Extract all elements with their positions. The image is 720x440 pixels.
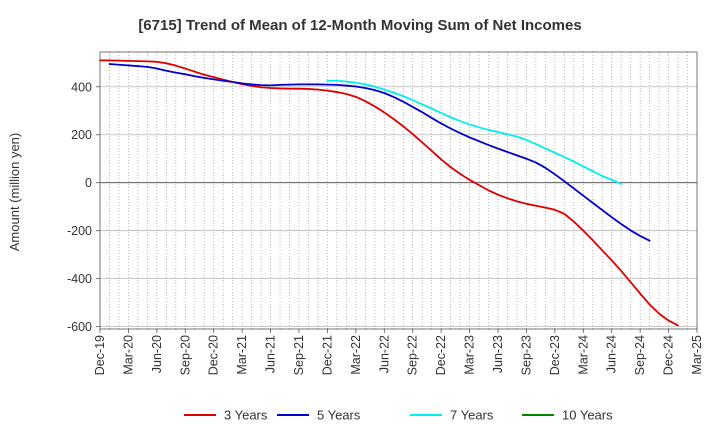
chart-title: [6715] Trend of Mean of 12-Month Moving … xyxy=(138,17,581,34)
x-tick-label: Jun-23 xyxy=(491,335,505,373)
x-tick-label: Sep-23 xyxy=(519,335,533,375)
x-tick-label: Sep-21 xyxy=(292,335,306,375)
series-lines xyxy=(99,59,679,327)
x-tick-label: Dec-20 xyxy=(207,335,221,375)
series-line xyxy=(99,59,679,327)
x-tick-label: Dec-24 xyxy=(662,335,676,375)
plot-border xyxy=(99,51,698,330)
y-tick-label: -400 xyxy=(67,272,92,286)
legend-label: 5 Years xyxy=(317,408,361,423)
x-tick-label: Sep-22 xyxy=(406,335,420,375)
x-tick-label: Mar-24 xyxy=(576,335,590,375)
x-tick-label: Jun-24 xyxy=(605,335,619,373)
x-tick-label: Jun-21 xyxy=(264,335,278,373)
x-tick-label: Mar-23 xyxy=(463,335,477,375)
y-tick-label: 200 xyxy=(71,128,92,142)
y-tick-label: 0 xyxy=(85,176,92,190)
legend-label: 3 Years xyxy=(224,408,268,423)
x-tick-label: Sep-24 xyxy=(633,335,647,375)
y-tick-label: -200 xyxy=(67,224,92,238)
x-tick-label: Mar-25 xyxy=(690,335,704,375)
x-tick-label: Jun-20 xyxy=(150,335,164,373)
x-tick-label: Mar-20 xyxy=(121,335,135,375)
axes xyxy=(96,51,698,333)
legend-label: 10 Years xyxy=(562,408,613,423)
y-tick-label: -600 xyxy=(67,320,92,334)
x-tick-label: Dec-23 xyxy=(548,335,562,375)
x-tick-label: Dec-22 xyxy=(434,335,448,375)
x-tick-label: Dec-21 xyxy=(320,335,334,375)
y-axis-label: Amount (million yen) xyxy=(7,133,22,252)
x-tick-label: Mar-22 xyxy=(349,335,363,375)
x-tick-label: Dec-19 xyxy=(93,335,107,375)
series-line xyxy=(108,63,651,242)
x-tick-label: Sep-20 xyxy=(178,335,192,375)
legend-label: 7 Years xyxy=(450,408,494,423)
x-tick-label: Jun-22 xyxy=(377,335,391,373)
x-tick-labels: Dec-19 Mar-20 Jun-20 Sep-20 Dec-20 Mar-21 Jun-… xyxy=(93,335,704,375)
x-tick-label: Mar-21 xyxy=(235,335,249,375)
y-tick-labels: -600 -400 -200 0 200 400 xyxy=(67,80,92,334)
y-tick-label: 400 xyxy=(71,80,92,94)
series-line xyxy=(326,79,623,185)
legend: 3 Years 5 Years 7 Years 10 Years xyxy=(184,408,613,423)
